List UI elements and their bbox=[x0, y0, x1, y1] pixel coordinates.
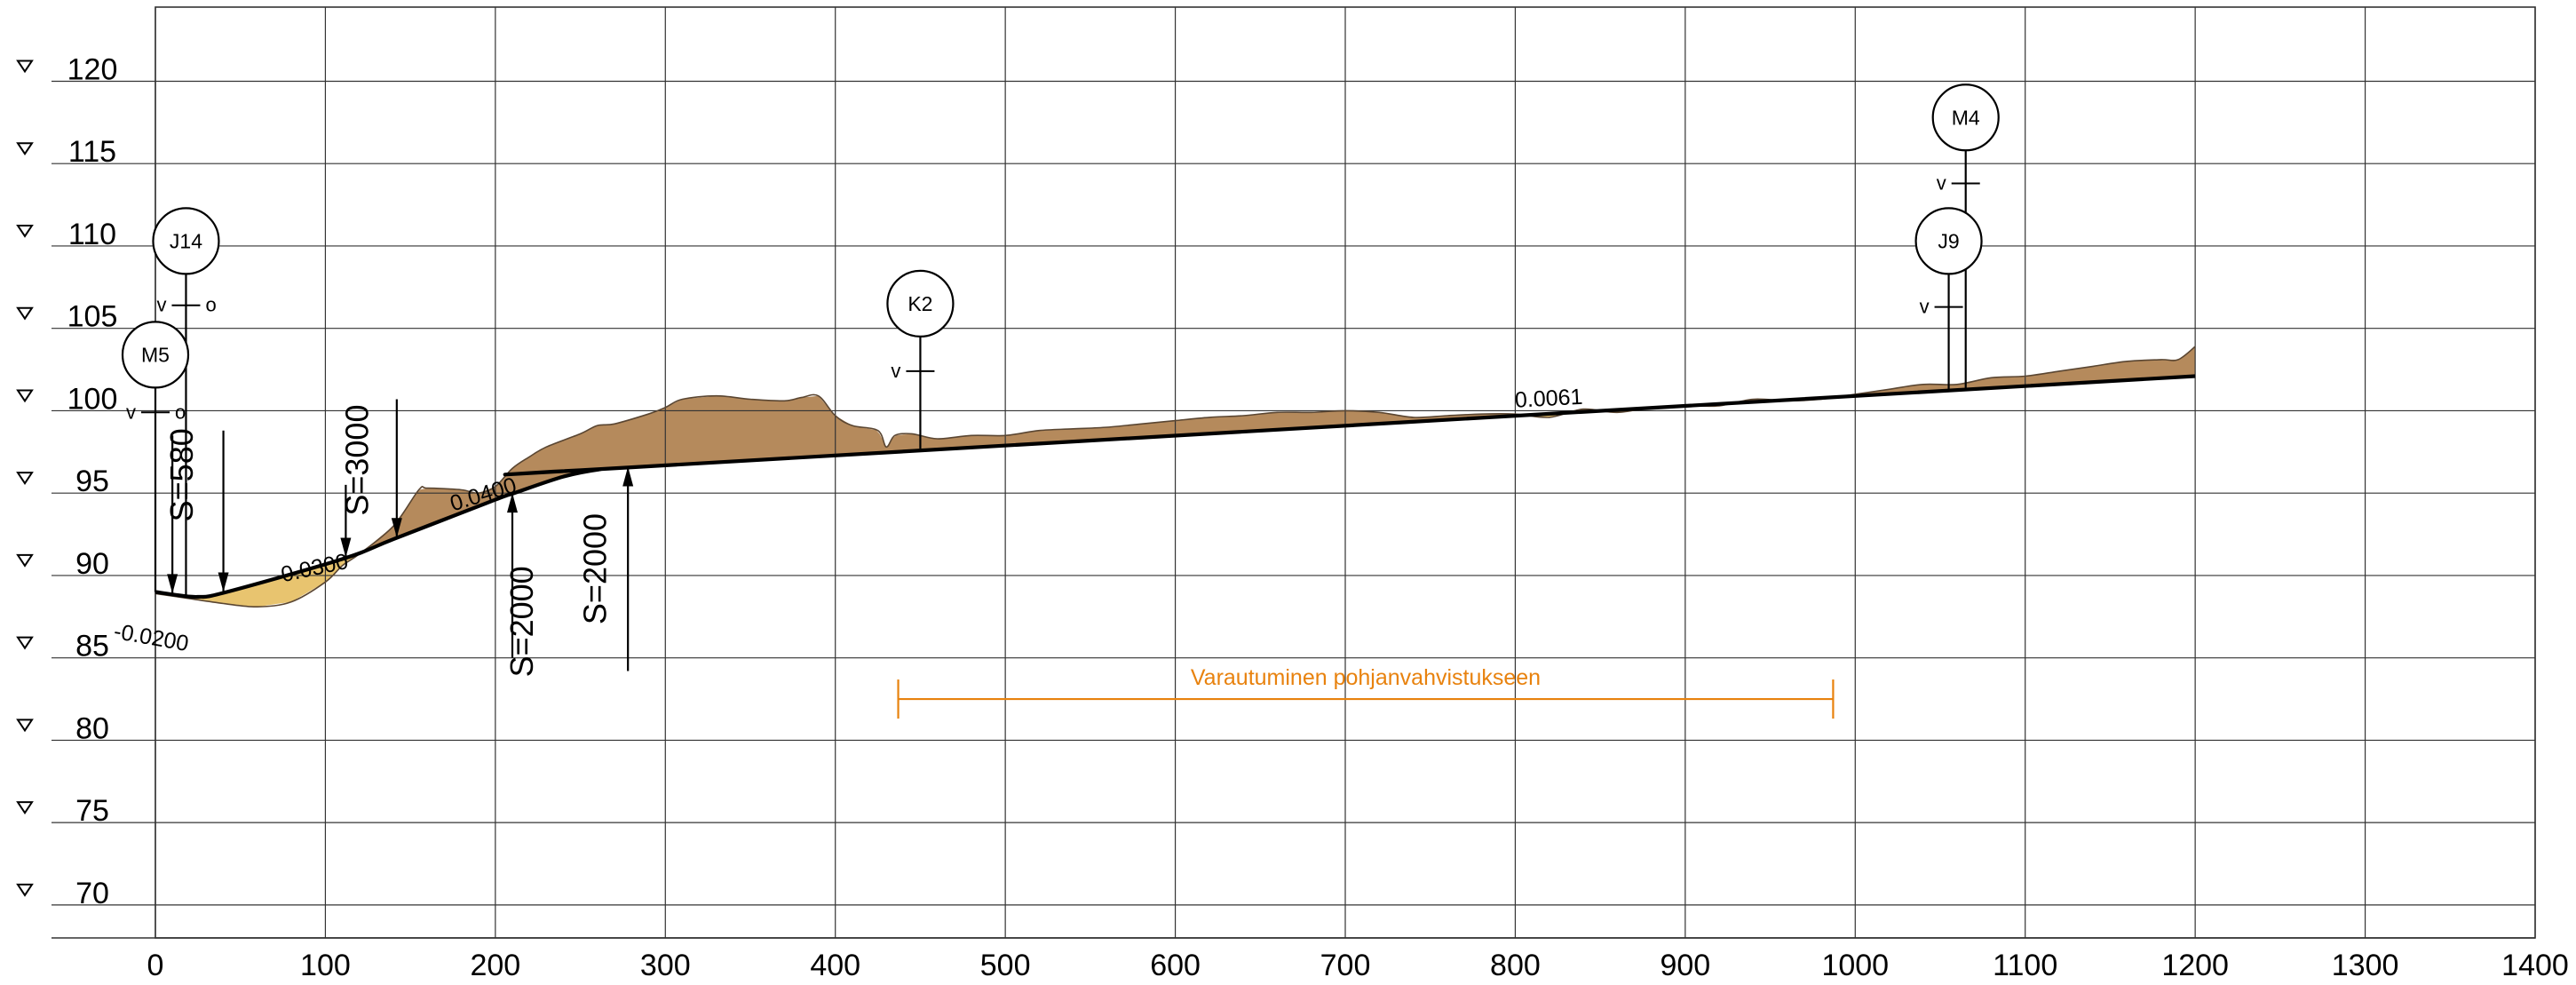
y-tick-label: 90 bbox=[75, 547, 109, 581]
x-tick-label: 1100 bbox=[1993, 949, 2057, 982]
annotation: Varautuminen pohjanvahvistukseen bbox=[897, 665, 1835, 719]
station-circle bbox=[886, 269, 955, 338]
curve-radius-label: S=3000 bbox=[338, 405, 375, 516]
curve-arrows bbox=[167, 399, 634, 671]
y-tick-label: 75 bbox=[75, 794, 109, 828]
y-tick-label: 85 bbox=[75, 630, 109, 663]
y-axis: 70 75 80 85 90 95 100 105 110 115 120 bbox=[16, 52, 118, 910]
x-tick-label: 400 bbox=[810, 949, 860, 982]
grade-label: -0.0200 bbox=[112, 619, 190, 656]
station-label: J9 bbox=[1938, 229, 1959, 252]
station-tick-label: v bbox=[1937, 171, 1946, 194]
x-tick-label: 1300 bbox=[2332, 949, 2399, 982]
y-tick-label: 120 bbox=[67, 52, 118, 86]
station-circle bbox=[1914, 207, 1983, 275]
elevation-marker-icon bbox=[16, 472, 34, 485]
station-tick-label: o bbox=[205, 294, 216, 316]
y-tick-label: 110 bbox=[68, 218, 116, 251]
elevation-marker-icon bbox=[16, 719, 34, 733]
elevation-marker-icon bbox=[16, 142, 34, 156]
elevation-marker-icon bbox=[16, 224, 34, 238]
station-label: M4 bbox=[1952, 106, 1980, 129]
x-tick-label: 800 bbox=[1490, 949, 1541, 982]
y-tick-label: 95 bbox=[75, 465, 109, 498]
station-label: K2 bbox=[908, 292, 932, 315]
station-circle bbox=[1931, 83, 2000, 152]
grid bbox=[52, 6, 2536, 939]
station-label: J14 bbox=[170, 229, 202, 252]
x-tick-label: 200 bbox=[470, 949, 520, 982]
arrow-head-icon bbox=[167, 574, 178, 594]
station-tick-label: v bbox=[156, 294, 166, 316]
x-tick-label: 1400 bbox=[2501, 949, 2569, 982]
station-tick-label: v bbox=[891, 360, 900, 382]
x-tick-label: 100 bbox=[300, 949, 351, 982]
arrow-head-icon bbox=[218, 572, 229, 592]
profile-lines bbox=[155, 346, 2196, 608]
station-tick-label: v bbox=[126, 401, 136, 423]
y-tick-label: 115 bbox=[68, 135, 116, 169]
x-axis: 0 100 200 300 400 500 600 700 800 900 1000 1100 1200… bbox=[147, 949, 2569, 982]
x-tick-label: 300 bbox=[640, 949, 691, 982]
grade-label: 0.0061 bbox=[1514, 385, 1583, 413]
station-circle bbox=[152, 207, 220, 275]
elevation-marker-icon bbox=[16, 389, 34, 403]
elevation-marker-icon bbox=[16, 553, 34, 568]
annotation-label: Varautuminen pohjanvahvistukseen bbox=[1191, 665, 1541, 690]
curve-radius-label: S=2000 bbox=[576, 513, 613, 624]
y-tick-label: 80 bbox=[75, 711, 109, 745]
stations: J14 v o M5 v o K2 v M4 v J9 v bbox=[121, 83, 2000, 596]
elevation-marker-icon bbox=[16, 801, 34, 814]
elevation-marker-icon bbox=[16, 306, 34, 321]
station-label: M5 bbox=[141, 343, 170, 366]
station-tick-label: o bbox=[175, 401, 186, 423]
y-tick-label: 105 bbox=[67, 300, 118, 334]
elevation-marker-icon bbox=[16, 636, 34, 650]
station-circle bbox=[121, 321, 190, 389]
x-tick-label: 900 bbox=[1660, 949, 1710, 982]
curve-radius-label: S=2000 bbox=[503, 566, 540, 677]
fill-area bbox=[155, 551, 363, 608]
y-tick-label: 100 bbox=[67, 382, 118, 416]
arrow-head-icon bbox=[507, 493, 518, 513]
elevation-marker-icon bbox=[16, 883, 34, 897]
curve-radius-label: S=580 bbox=[163, 428, 200, 521]
x-tick-label: 1000 bbox=[1821, 949, 1889, 982]
y-tick-label: 70 bbox=[75, 877, 109, 910]
elevation-marker-icon bbox=[16, 60, 34, 74]
x-tick-label: 600 bbox=[1150, 949, 1201, 982]
station-tick-label: v bbox=[1920, 296, 1930, 318]
x-tick-label: 0 bbox=[147, 949, 164, 982]
arrow-head-icon bbox=[622, 466, 634, 487]
x-tick-label: 700 bbox=[1320, 949, 1371, 982]
cut-area bbox=[366, 395, 1526, 550]
design-line bbox=[155, 374, 2196, 600]
arrow-head-icon bbox=[340, 537, 352, 558]
x-tick-label: 1200 bbox=[2161, 949, 2229, 982]
x-tick-label: 500 bbox=[980, 949, 1031, 982]
arrow-head-icon bbox=[391, 518, 402, 538]
